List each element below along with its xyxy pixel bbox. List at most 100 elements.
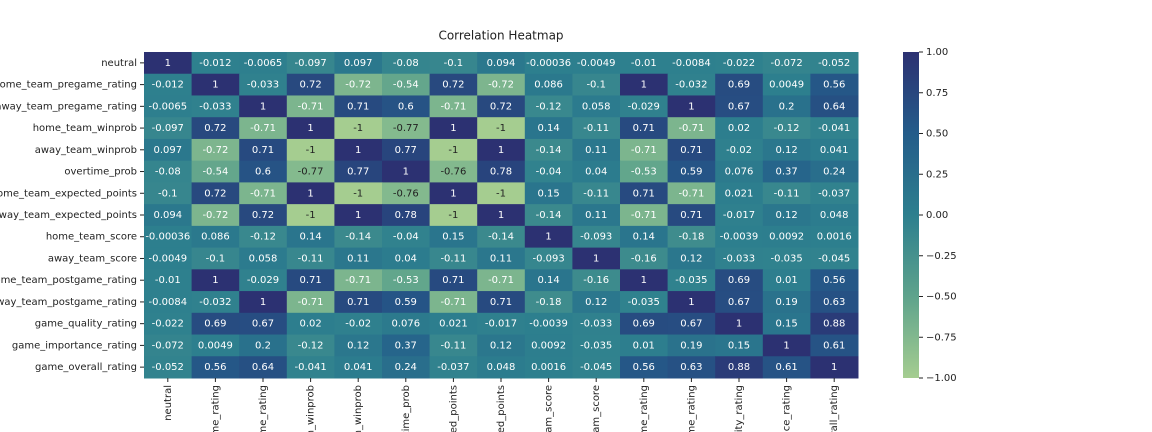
cell-label: 1	[688, 101, 694, 112]
x-tick-label: overtime_prob	[401, 385, 412, 432]
cell-label: 0.71	[633, 188, 655, 199]
heatmap-cell	[286, 160, 335, 183]
heatmap-cell	[239, 117, 288, 140]
heatmap-cell	[334, 356, 383, 379]
cell-label: -0.11	[583, 123, 609, 134]
heatmap-cell	[429, 117, 478, 140]
cell-label: -0.71	[678, 123, 704, 134]
heatmap-cell	[382, 334, 431, 357]
cell-label: -0.11	[583, 188, 609, 199]
heatmap-cell	[524, 291, 573, 314]
cell-label: 0.048	[820, 210, 849, 221]
cell-label: 0.086	[534, 80, 563, 91]
heatmap-cell	[429, 334, 478, 357]
y-tick-label: away_team_score	[48, 253, 137, 264]
cell-label: 0.2	[255, 340, 271, 351]
heatmap-cell	[191, 291, 240, 314]
heatmap-cell	[810, 247, 859, 270]
cell-label: -0.033	[580, 319, 612, 330]
heatmap-cell	[762, 182, 811, 205]
cell-label: -0.032	[199, 297, 231, 308]
cell-label: 0.72	[204, 123, 226, 134]
cell-label: -1	[353, 123, 363, 134]
cell-label: 0.24	[823, 167, 845, 178]
cell-label: -0.01	[631, 58, 657, 69]
cell-label: 0.12	[680, 253, 702, 264]
heatmap-cell	[144, 182, 193, 205]
x-tick-label: game_importance_rating	[782, 385, 793, 432]
heatmap-cell	[715, 117, 764, 140]
cell-label: -0.12	[298, 340, 324, 351]
heatmap-cell	[286, 52, 335, 75]
cell-label: 0.076	[725, 167, 754, 178]
heatmap-cell	[382, 204, 431, 227]
heatmap-cell	[667, 334, 716, 357]
heatmap-cell	[477, 225, 526, 249]
heatmap-cell	[382, 356, 431, 379]
cell-label: 0.56	[823, 275, 845, 286]
heatmap-cell	[477, 312, 526, 336]
heatmap-cell	[810, 269, 859, 292]
cell-label: -0.12	[774, 123, 800, 134]
heatmap-cell	[286, 138, 335, 162]
heatmap-cell	[334, 247, 383, 270]
cell-label: -0.08	[393, 58, 419, 69]
cell-label: -0.045	[818, 253, 850, 264]
heatmap-cell	[477, 182, 526, 205]
colorbar	[903, 52, 919, 378]
x-tick-label: away_team_postgame_rating	[686, 385, 697, 432]
cell-label: -0.035	[770, 253, 802, 264]
heatmap-cell	[572, 117, 621, 140]
y-tick-label: home_team_score	[46, 232, 137, 243]
heatmap-cell	[620, 247, 669, 270]
heatmap-cell	[382, 95, 431, 118]
cell-label: -0.02	[345, 319, 371, 330]
heatmap-cell	[382, 291, 431, 314]
heatmap-cell	[429, 269, 478, 292]
cell-label: 0.71	[299, 275, 321, 286]
cell-label: 0.086	[201, 232, 230, 243]
cell-label: -0.029	[247, 275, 279, 286]
cell-label: 0.67	[728, 297, 750, 308]
cell-label: -0.14	[345, 232, 371, 243]
cell-label: 1	[307, 188, 313, 199]
cell-label: 0.72	[204, 188, 226, 199]
heatmap-cell	[239, 160, 288, 183]
heatmap-cell	[191, 117, 240, 140]
heatmap-cell	[429, 160, 478, 183]
cell-label: 0.6	[255, 167, 271, 178]
heatmap-cell	[144, 225, 193, 249]
x-tick-label: home_team_expected_points	[448, 385, 459, 432]
cell-label: -1	[448, 210, 458, 221]
heatmap-cell	[334, 225, 383, 249]
heatmap-cell	[524, 95, 573, 118]
cell-label: 0.77	[347, 167, 369, 178]
cell-label: -0.14	[536, 210, 562, 221]
heatmap-cell	[144, 73, 193, 96]
cell-label: -1	[448, 145, 458, 156]
heatmap-cell	[667, 182, 716, 205]
heatmap-cell	[810, 334, 859, 357]
cell-label: 0.72	[490, 101, 512, 112]
cell-label: 0.71	[490, 297, 512, 308]
colorbar-tick-label: −0.50	[926, 292, 957, 303]
cell-label: 0.14	[633, 232, 655, 243]
heatmap-cell	[810, 291, 859, 314]
cell-label: 0.88	[823, 319, 845, 330]
cell-label: -0.1	[206, 253, 226, 264]
cell-label: 1	[260, 101, 266, 112]
cell-label: 0.24	[395, 362, 417, 373]
cell-label: -0.72	[345, 80, 371, 91]
cell-label: 0.021	[439, 319, 468, 330]
cell-label: -0.12	[250, 232, 276, 243]
cell-label: 0.6	[398, 101, 414, 112]
y-tick-label: home_team_winprob	[33, 123, 137, 134]
heatmap-cell	[667, 247, 716, 270]
cell-label: -0.012	[152, 80, 184, 91]
cell-label: 1	[736, 319, 742, 330]
heatmap-cell	[286, 73, 335, 96]
heatmap-cell	[144, 204, 193, 227]
heatmap-cell	[239, 247, 288, 270]
heatmap-cell	[477, 204, 526, 227]
cell-label: 0.78	[395, 210, 417, 221]
